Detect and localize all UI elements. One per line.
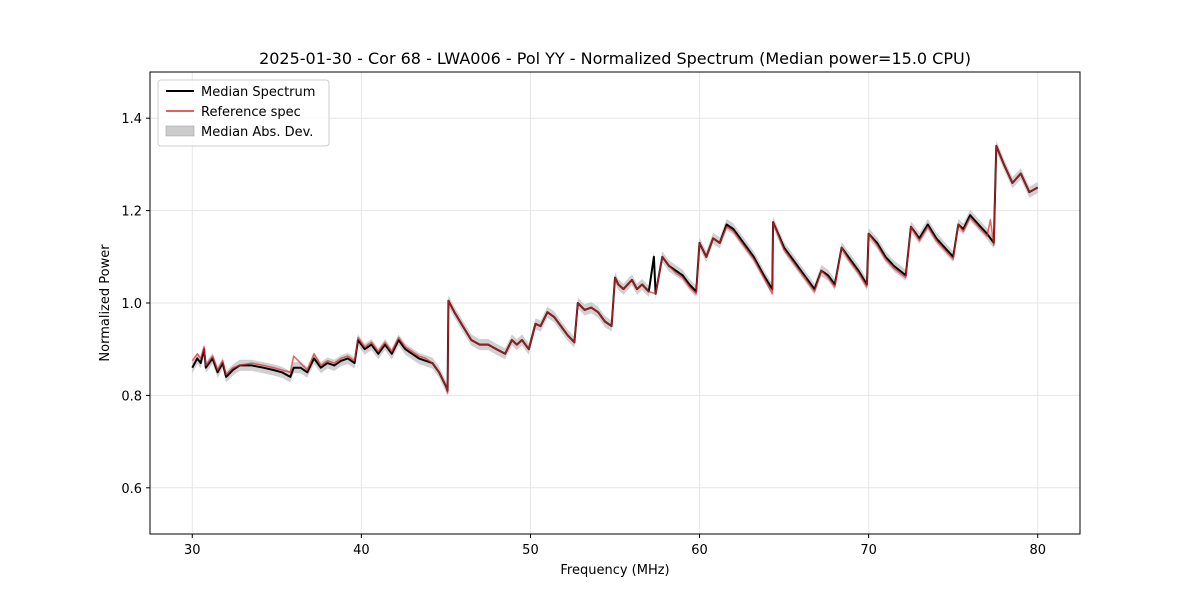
y-tick-label: 1.0	[121, 297, 142, 312]
x-axis-label: Frequency (MHz)	[560, 563, 669, 578]
x-tick-label: 40	[353, 543, 370, 558]
legend-label-median: Median Spectrum	[201, 85, 315, 100]
legend-swatch-mad	[165, 125, 195, 137]
reference-spectrum-line	[191, 145, 1039, 394]
x-tick-label: 60	[691, 543, 708, 558]
x-tick-label: 80	[1029, 543, 1046, 558]
chart-title: 2025-01-30 - Cor 68 - LWA006 - Pol YY - …	[259, 49, 971, 68]
y-tick-label: 0.8	[121, 389, 142, 404]
y-tick-label: 1.4	[121, 112, 142, 127]
legend: Median Spectrum Reference spec Median Ab…	[157, 79, 330, 147]
x-tick-label: 50	[522, 543, 539, 558]
y-tick-label: 1.2	[121, 205, 142, 220]
x-tick-label: 30	[184, 543, 201, 558]
legend-label-mad: Median Abs. Dev.	[201, 125, 313, 140]
plot-area	[191, 140, 1039, 397]
y-axis-label: Normalized Power	[98, 244, 113, 362]
legend-label-reference: Reference spec	[201, 105, 301, 120]
axis-ticks: 30 40 50 60 70 80 0.6 0.8 1.0 1.2 1.4	[121, 112, 1046, 558]
median-spectrum-line	[191, 144, 1039, 392]
legend-box	[157, 79, 330, 147]
x-tick-label: 70	[860, 543, 877, 558]
mad-band	[192, 140, 1038, 397]
y-tick-label: 0.6	[121, 482, 142, 497]
